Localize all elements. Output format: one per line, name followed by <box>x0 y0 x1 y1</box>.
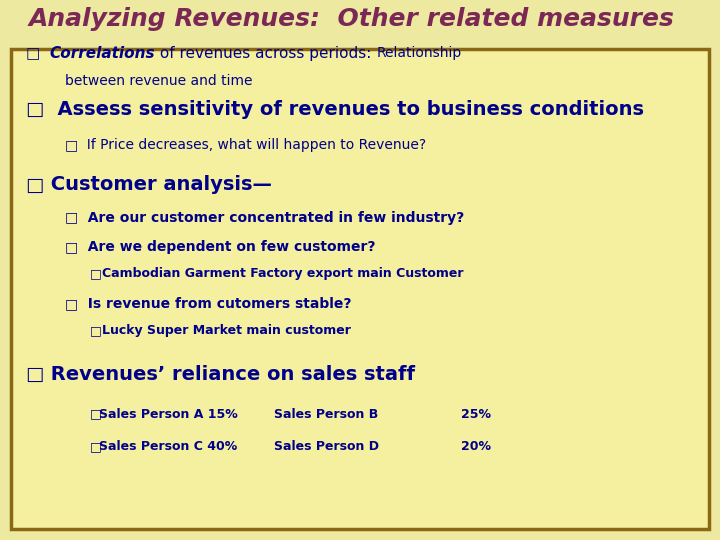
Text: of revenues across periods:: of revenues across periods: <box>155 46 376 61</box>
Text: Sales Person D: Sales Person D <box>274 440 379 453</box>
Text: □: □ <box>65 297 78 311</box>
Text: Revenues’ reliance on sales staff: Revenues’ reliance on sales staff <box>44 364 415 383</box>
Text: Lucky Super Market main customer: Lucky Super Market main customer <box>102 324 351 337</box>
Text: □: □ <box>25 176 44 194</box>
Text: Sales Person B: Sales Person B <box>274 408 378 421</box>
Text: □: □ <box>65 240 78 254</box>
Text: □: □ <box>90 267 102 280</box>
Text: □: □ <box>25 364 44 383</box>
Text: Are our customer concentrated in few industry?: Are our customer concentrated in few ind… <box>78 211 464 225</box>
Text: Is revenue from cutomers stable?: Is revenue from cutomers stable? <box>78 297 351 311</box>
Text: Relationship: Relationship <box>376 46 462 60</box>
Text: Cambodian Garment Factory export main Customer: Cambodian Garment Factory export main Cu… <box>102 267 463 280</box>
Text: □: □ <box>25 46 40 61</box>
Text: □: □ <box>90 440 102 453</box>
Text: □: □ <box>90 324 102 337</box>
Text: □: □ <box>65 211 78 225</box>
Text: Are we dependent on few customer?: Are we dependent on few customer? <box>78 240 375 254</box>
FancyBboxPatch shape <box>0 0 720 46</box>
Text: 20%: 20% <box>461 440 491 453</box>
Text: □: □ <box>65 138 78 152</box>
Text: Analyzing Revenues:  Other related measures: Analyzing Revenues: Other related measur… <box>29 7 675 31</box>
Text: If Price decreases, what will happen to Revenue?: If Price decreases, what will happen to … <box>78 138 426 152</box>
FancyBboxPatch shape <box>11 49 709 529</box>
Text: between revenue and time: between revenue and time <box>65 74 252 88</box>
Text: □: □ <box>25 100 44 119</box>
Text: Correlations: Correlations <box>50 46 155 61</box>
Text: Customer analysis—: Customer analysis— <box>44 176 271 194</box>
Text: Sales Person A 15%: Sales Person A 15% <box>99 408 238 421</box>
Text: Assess sensitivity of revenues to business conditions: Assess sensitivity of revenues to busine… <box>44 100 644 119</box>
Text: Sales Person C 40%: Sales Person C 40% <box>99 440 237 453</box>
Text: □: □ <box>90 408 102 421</box>
Text: 25%: 25% <box>461 408 491 421</box>
